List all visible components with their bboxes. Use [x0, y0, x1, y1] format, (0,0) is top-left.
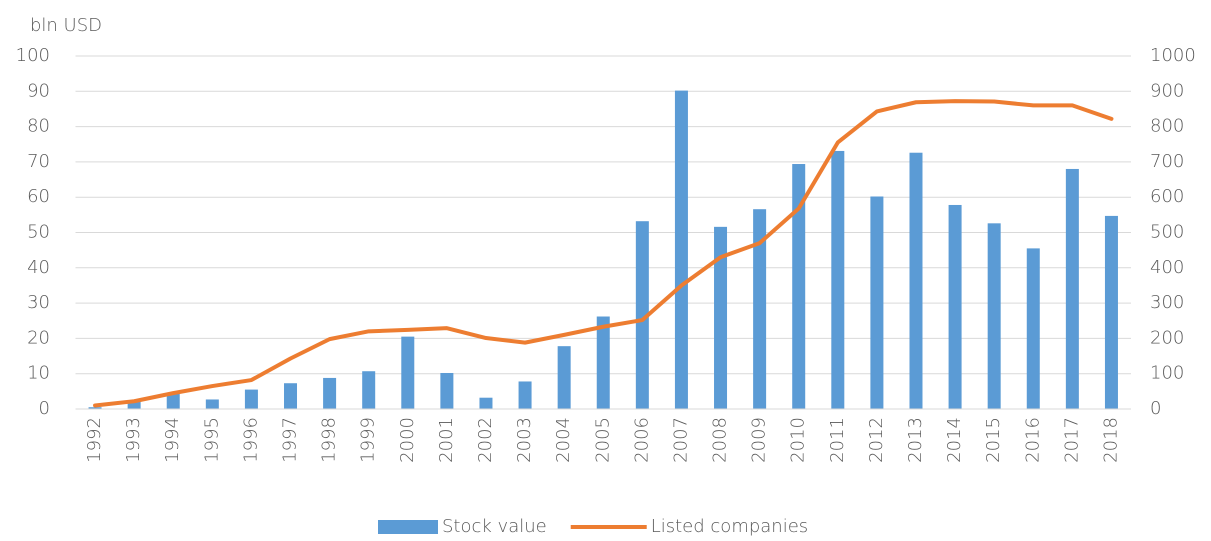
x-tick-label: 1998	[319, 417, 340, 463]
y2-tick-label: 0	[1150, 398, 1161, 419]
y2-tick-label: 700	[1150, 151, 1184, 172]
bar	[714, 226, 728, 409]
x-tick-label: 1993	[123, 417, 144, 463]
y2-tick-label: 400	[1150, 257, 1184, 278]
x-tick-label: 2012	[866, 417, 887, 463]
x-tick-label: 2018	[1100, 417, 1121, 463]
x-tick-label: 2014	[944, 417, 965, 463]
x-tick-label: 1997	[280, 417, 301, 463]
bar	[1026, 248, 1040, 409]
x-tick-label: 1994	[162, 417, 183, 463]
y-tick-label: 30	[27, 292, 50, 313]
x-tick-label: 2005	[592, 417, 613, 463]
bar	[753, 209, 767, 409]
line	[93, 99, 1114, 408]
y2-tick-label: 100	[1150, 363, 1184, 384]
y2-tick-label: 600	[1150, 186, 1184, 207]
y2-tick-label: 800	[1150, 116, 1184, 137]
y-tick-label: 40	[27, 257, 50, 278]
x-tick-label: 2015	[983, 417, 1004, 463]
y-tick-label: 90	[27, 80, 50, 101]
y2-tick-label: 900	[1150, 80, 1184, 101]
y-tick-label: 60	[27, 186, 50, 207]
x-tick-label: 2013	[905, 417, 926, 463]
x-tick-label: 2000	[397, 417, 418, 463]
bar	[557, 346, 571, 409]
bar	[909, 152, 923, 410]
x-tick-label: 2002	[475, 417, 496, 463]
bar	[244, 389, 258, 409]
bar	[674, 90, 688, 410]
x-tick-label: 2006	[631, 417, 652, 463]
x-tick-label: 2001	[436, 417, 457, 463]
y2-tick-label: 500	[1150, 222, 1184, 243]
bar	[323, 377, 337, 409]
legend-label: Listed companies	[651, 516, 808, 537]
bar	[205, 399, 219, 409]
y-tick-label: 70	[27, 151, 50, 172]
x-tick-label: 1996	[240, 417, 261, 463]
y-tick-label: 20	[27, 327, 50, 348]
y2-tick-label: 200	[1150, 327, 1184, 348]
legend-swatch	[378, 520, 438, 534]
x-tick-label: 2010	[788, 417, 809, 463]
bar	[635, 221, 649, 409]
bar	[1065, 168, 1079, 409]
x-tick-label: 1995	[201, 417, 222, 463]
bar	[127, 401, 141, 409]
bar	[596, 316, 610, 409]
bar	[166, 393, 180, 409]
bar	[948, 204, 962, 409]
x-tick-label: 2003	[514, 417, 535, 463]
y-tick-label: 100	[16, 45, 50, 66]
bar	[88, 407, 102, 409]
bar	[401, 336, 415, 409]
bar	[479, 397, 493, 409]
bar	[870, 196, 884, 409]
legend-label: Stock value	[442, 516, 547, 537]
x-tick-label: 2016	[1022, 417, 1043, 463]
x-tick-label: 2004	[553, 417, 574, 463]
x-tick-label: 2011	[827, 417, 848, 463]
y-tick-label: 50	[27, 222, 50, 243]
y-tick-label: 0	[39, 398, 50, 419]
x-tick-label: 2009	[749, 417, 770, 463]
bar	[792, 164, 806, 409]
x-tick-label: 1992	[84, 417, 105, 463]
bar	[362, 371, 376, 409]
y-tick-label: 80	[27, 116, 50, 137]
y2-tick-label: 1000	[1150, 45, 1196, 66]
bar	[440, 372, 454, 409]
x-tick-label: 2017	[1061, 417, 1082, 463]
x-tick-label: 2007	[670, 417, 691, 463]
y2-tick-label: 300	[1150, 292, 1184, 313]
bar	[284, 383, 298, 409]
y-tick-label: 10	[27, 363, 50, 384]
bar	[987, 223, 1001, 409]
bar	[1104, 215, 1118, 409]
bar	[831, 150, 845, 409]
bar	[518, 381, 532, 409]
y-axis-label: bln USD	[30, 15, 102, 36]
x-tick-label: 1999	[358, 417, 379, 463]
x-tick-label: 2008	[710, 417, 731, 463]
